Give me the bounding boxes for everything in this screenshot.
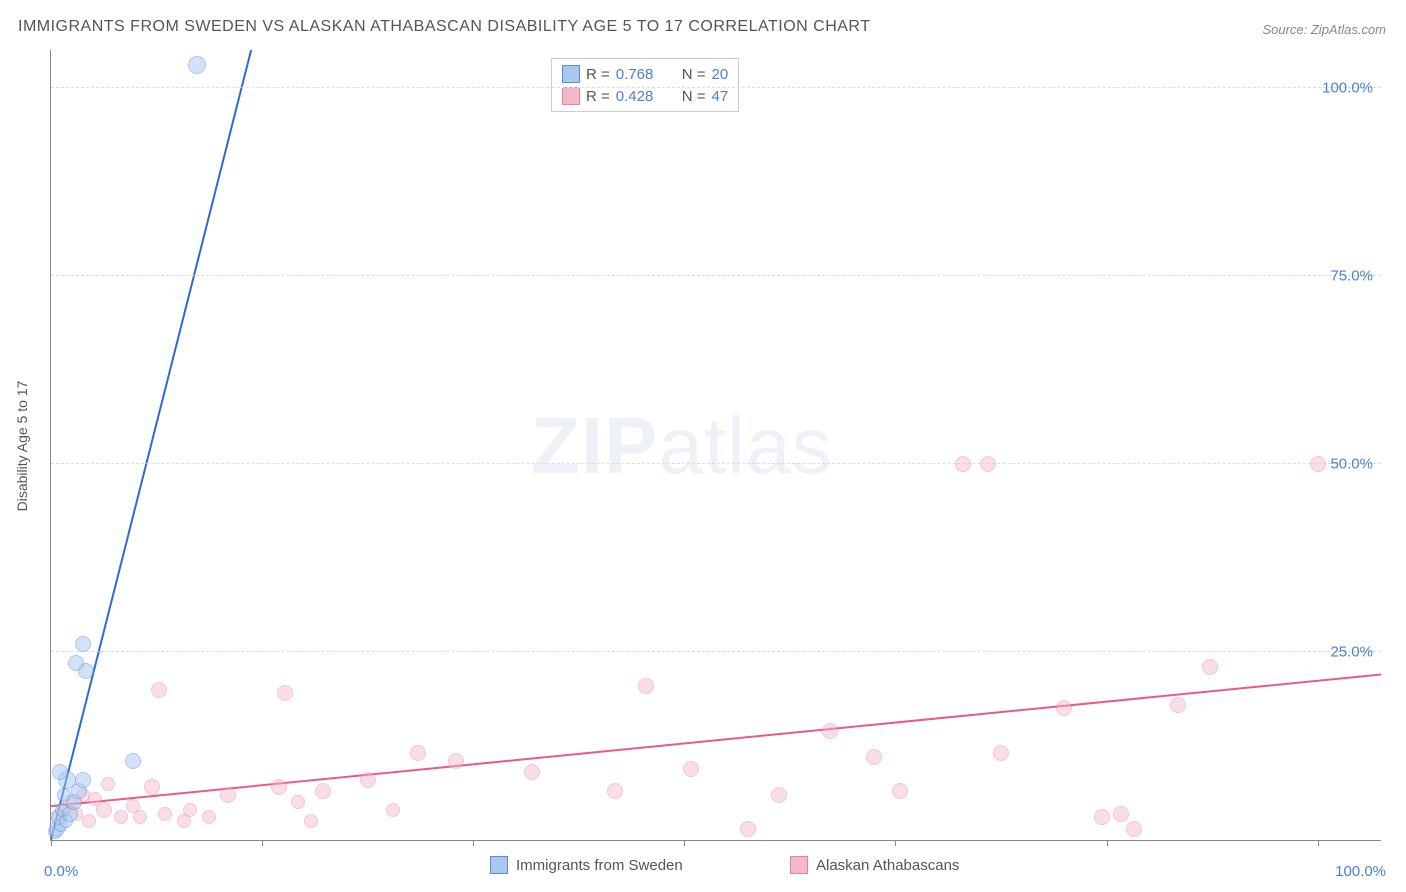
x-tick — [1107, 840, 1108, 846]
athabascan-point — [271, 779, 287, 795]
athabascan-point — [291, 795, 305, 809]
correlation-legend: R = 0.768 N = 20 R = 0.428 N = 47 — [551, 58, 739, 112]
sweden-point — [188, 56, 206, 74]
legend-row-sweden: R = 0.768 N = 20 — [562, 63, 728, 85]
athabascan-point — [1094, 809, 1110, 825]
sweden-point — [75, 772, 91, 788]
gridline — [51, 275, 1381, 276]
series-legend-sweden: Immigrants from Sweden — [490, 856, 683, 874]
athabascan-point — [607, 783, 623, 799]
athabascan-point — [220, 787, 236, 803]
r-value-sweden: 0.768 — [616, 66, 666, 83]
x-max-label: 100.0% — [1335, 863, 1386, 880]
swatch-sweden-icon — [490, 856, 508, 874]
gridline — [51, 463, 1381, 464]
x-tick — [1318, 840, 1319, 846]
athabascan-point — [386, 803, 400, 817]
athabascan-point — [1170, 697, 1186, 713]
athabascan-point — [892, 783, 908, 799]
gridline — [51, 87, 1381, 88]
athabascan-point — [410, 745, 426, 761]
chart-container: IMMIGRANTS FROM SWEDEN VS ALASKAN ATHABA… — [0, 0, 1406, 892]
athabascan-point — [96, 802, 112, 818]
athabascan-point — [1113, 806, 1129, 822]
athabascan-point — [993, 745, 1009, 761]
athabascan-point — [1056, 700, 1072, 716]
athabascan-point — [1202, 659, 1218, 675]
athabascan-point — [638, 678, 654, 694]
athabascan-point — [202, 810, 216, 824]
x-tick — [895, 840, 896, 846]
y-tick-label: 50.0% — [1330, 455, 1373, 472]
athabascan-point — [277, 685, 293, 701]
athabascan-point — [144, 779, 160, 795]
y-axis-label: Disability Age 5 to 17 — [14, 381, 30, 512]
athabascan-point — [158, 807, 172, 821]
athabascan-point — [1310, 456, 1326, 472]
y-tick-label: 25.0% — [1330, 643, 1373, 660]
x-tick — [473, 840, 474, 846]
trend-lines — [51, 50, 1381, 840]
watermark: ZIPatlas — [531, 400, 832, 492]
athabascan-point — [133, 810, 147, 824]
swatch-athabascan — [562, 87, 580, 105]
y-tick-label: 75.0% — [1330, 267, 1373, 284]
athabascan-point — [822, 723, 838, 739]
athabascan-point — [101, 777, 115, 791]
athabascan-point — [866, 749, 882, 765]
athabascan-point — [360, 772, 376, 788]
series-legend-athabascan: Alaskan Athabascans — [790, 856, 959, 874]
r-value-athabascan: 0.428 — [616, 88, 666, 105]
athabascan-point — [304, 814, 318, 828]
gridline — [51, 651, 1381, 652]
y-tick-label: 100.0% — [1322, 79, 1373, 96]
sweden-point — [68, 655, 84, 671]
x-tick — [51, 840, 52, 846]
athabascan-point — [683, 761, 699, 777]
legend-label-athabascan: Alaskan Athabascans — [816, 857, 959, 874]
athabascan-point — [183, 803, 197, 817]
n-value-athabascan: 47 — [712, 88, 729, 105]
sweden-point — [75, 636, 91, 652]
swatch-athabascan-icon — [790, 856, 808, 874]
athabascan-point — [740, 821, 756, 837]
athabascan-point — [114, 810, 128, 824]
athabascan-point — [980, 456, 996, 472]
x-tick — [684, 840, 685, 846]
sweden-point — [57, 788, 71, 802]
sweden-point — [52, 764, 68, 780]
sweden-point — [125, 753, 141, 769]
chart-title: IMMIGRANTS FROM SWEDEN VS ALASKAN ATHABA… — [18, 18, 870, 36]
athabascan-point — [524, 764, 540, 780]
source-attribution: Source: ZipAtlas.com — [1262, 22, 1386, 37]
x-tick — [262, 840, 263, 846]
athabascan-point — [82, 814, 96, 828]
athabascan-point — [448, 753, 464, 769]
n-value-sweden: 20 — [712, 66, 729, 83]
swatch-sweden — [562, 65, 580, 83]
athabascan-point — [151, 682, 167, 698]
legend-row-athabascan: R = 0.428 N = 47 — [562, 85, 728, 107]
plot-area: ZIPatlas R = 0.768 N = 20 R = 0.428 N = … — [50, 50, 1381, 841]
x-min-label: 0.0% — [44, 863, 78, 880]
athabascan-point — [771, 787, 787, 803]
athabascan-point — [955, 456, 971, 472]
athabascan-point — [315, 783, 331, 799]
legend-label-sweden: Immigrants from Sweden — [516, 857, 683, 874]
athabascan-point — [1126, 821, 1142, 837]
